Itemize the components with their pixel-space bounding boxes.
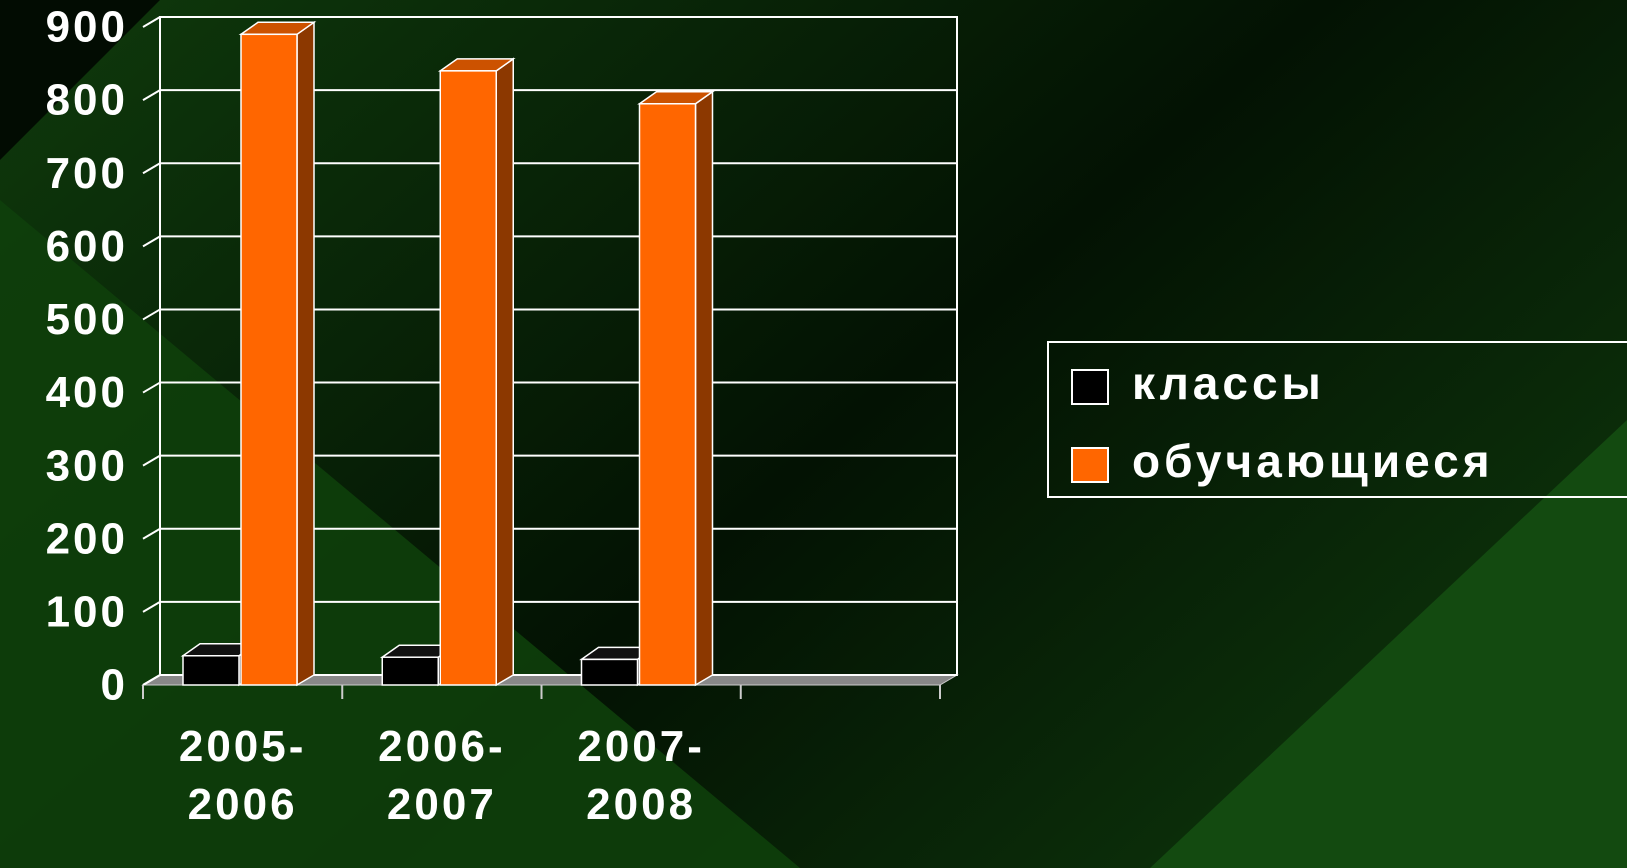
band: [1150, 420, 1627, 868]
grid-line: [142, 674, 161, 686]
x-tick-label: 2006-2007: [378, 722, 506, 829]
y-tick-label: 0: [101, 661, 128, 710]
y-tick-label: 500: [46, 295, 128, 344]
legend-swatch: [1071, 447, 1109, 483]
grid-line: [142, 527, 161, 540]
bar-side: [694, 90, 714, 687]
x-tick-label: 2005-2006: [178, 722, 307, 829]
y-tick-label: 800: [46, 76, 128, 125]
legend-label: обучающиеся: [1132, 435, 1494, 487]
grid-line: [142, 89, 161, 101]
y-tick-label: 400: [46, 368, 128, 417]
legend-label: классы: [1132, 357, 1325, 409]
y-tick-label: 100: [46, 588, 128, 637]
x-tick-label: 2007-2008: [577, 722, 705, 829]
bar: [381, 656, 439, 686]
grid-line: [142, 601, 161, 613]
y-tick-label: 900: [46, 3, 128, 52]
y-tick-label: 200: [46, 514, 128, 563]
grid-line: [142, 235, 161, 248]
grid-line: [142, 381, 161, 394]
y-tick-label: 700: [46, 149, 128, 198]
grid-line: [142, 162, 161, 175]
grid-line: [142, 16, 161, 28]
corner: [0, 0, 160, 160]
bar: [580, 658, 639, 686]
legend-box: [1047, 341, 1627, 498]
bar-side: [296, 20, 315, 687]
band: [0, 200, 800, 868]
bar: [638, 103, 697, 686]
y-tick-label: 600: [46, 222, 128, 271]
bar: [240, 33, 298, 686]
y-tick-label: 300: [46, 441, 128, 490]
grid-line: [142, 308, 161, 321]
bar: [439, 70, 497, 686]
bar: [182, 655, 240, 686]
plot: 0 100 200 300 400 500 600 700 800 900: [46, 3, 959, 710]
legend-swatch: [1071, 369, 1109, 405]
bar-side: [495, 57, 514, 687]
grid-line: [142, 454, 161, 467]
